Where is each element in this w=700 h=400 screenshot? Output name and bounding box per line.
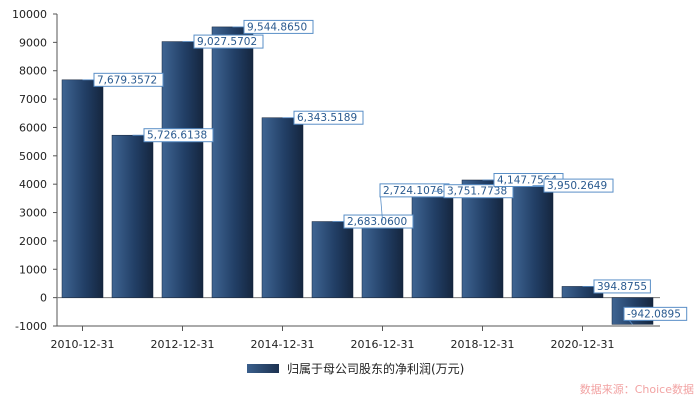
- data-label-box: [93, 72, 164, 87]
- x-tick-label: 2012-12-31: [151, 338, 215, 351]
- source-note: 数据来源：Choice数据: [579, 383, 694, 396]
- y-tick-label: -1000: [15, 320, 47, 333]
- data-label-box: [543, 178, 614, 193]
- y-tick-label: 7000: [19, 93, 47, 106]
- x-tick-label: 2010-12-31: [51, 338, 115, 351]
- data-label-box: [243, 19, 314, 34]
- data-label: 5,726.6138: [147, 130, 207, 142]
- y-tick-label: 8000: [19, 65, 47, 78]
- bar: [61, 79, 104, 298]
- data-label: 394.8755: [597, 281, 647, 293]
- y-tick-label: 9000: [19, 36, 47, 49]
- legend-swatch: [247, 364, 279, 373]
- data-label: 6,343.5189: [297, 112, 357, 124]
- x-tick-label: 2018-12-31: [451, 338, 515, 351]
- bar: [411, 190, 454, 298]
- data-label: -942.0895: [627, 308, 681, 320]
- data-label-box: [443, 184, 514, 199]
- y-tick-label: 2000: [19, 235, 47, 248]
- y-tick-label: 4000: [19, 178, 47, 191]
- data-label: 9,544.8650: [247, 21, 307, 33]
- data-label-box: [343, 214, 414, 229]
- legend-label: 归属于母公司股东的净利润(万元): [287, 362, 465, 376]
- x-tick-label: 2014-12-31: [251, 338, 315, 351]
- legend: 归属于母公司股东的净利润(万元): [247, 360, 464, 377]
- bar: [211, 26, 254, 298]
- y-tick-label: 5000: [19, 150, 47, 163]
- data-label: 3,751.7738: [447, 186, 507, 198]
- bar: [511, 185, 554, 298]
- bar: [461, 179, 504, 298]
- y-tick-label: 0: [40, 292, 47, 305]
- data-label-box: [623, 306, 688, 321]
- y-tick-label: 6000: [19, 121, 47, 134]
- bar: [111, 134, 154, 298]
- y-tick-label: 10000: [12, 8, 47, 21]
- data-label: 9,027.5702: [197, 36, 257, 48]
- bar: [311, 221, 354, 298]
- data-label-box: [293, 110, 364, 125]
- data-label-box: [193, 34, 264, 49]
- data-label: 2,724.1076: [383, 185, 443, 197]
- data-label: 2,683.0600: [347, 216, 407, 228]
- x-tick-label: 2020-12-31: [551, 338, 615, 351]
- y-tick-label: 3000: [19, 207, 47, 220]
- data-label-box: [143, 128, 214, 143]
- bar: [261, 117, 304, 298]
- data-label: 3,950.2649: [547, 180, 607, 192]
- x-tick-label: 2016-12-31: [351, 338, 415, 351]
- data-label-box: [593, 279, 651, 294]
- data-label: 7,679.3572: [97, 74, 157, 86]
- bar: [161, 41, 204, 298]
- data-label: 4,147.7564: [497, 174, 557, 186]
- y-tick-label: 1000: [19, 263, 47, 276]
- bar: [361, 220, 404, 298]
